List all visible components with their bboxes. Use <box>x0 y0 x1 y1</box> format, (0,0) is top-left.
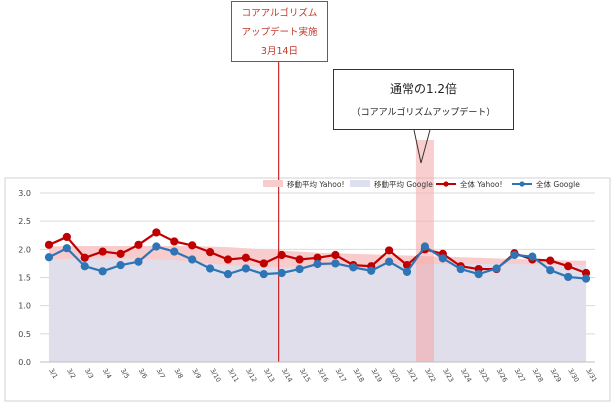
legend-marker <box>443 181 449 187</box>
point-google <box>313 259 322 269</box>
point-google <box>546 266 555 275</box>
point-yahoo <box>295 255 304 264</box>
y-tick-label: 0.0 <box>18 358 31 367</box>
point-google <box>116 261 125 270</box>
ratio-callout-pointer <box>413 129 422 164</box>
point-yahoo <box>116 249 125 258</box>
legend-label: 全体 Google <box>536 179 580 189</box>
point-yahoo <box>188 241 197 250</box>
point-yahoo <box>80 253 89 262</box>
line-series <box>44 228 591 283</box>
point-google <box>385 257 394 266</box>
point-google <box>277 268 286 278</box>
point-yahoo <box>44 240 54 249</box>
legend-label: 全体 Yahoo! <box>460 179 502 189</box>
ratio-callout-subtitle: （コアアルゴリズムアップデート） <box>351 108 496 118</box>
point-yahoo <box>152 228 161 237</box>
point-google <box>205 264 215 273</box>
point-google <box>98 267 107 276</box>
point-google <box>295 264 304 274</box>
point-yahoo <box>205 248 215 257</box>
point-google <box>402 267 412 276</box>
area-series <box>48 245 587 362</box>
legend-label: 移動平均 Yahoo! <box>287 179 344 189</box>
point-google <box>223 270 233 279</box>
point-yahoo <box>241 253 250 262</box>
point-yahoo <box>223 255 233 264</box>
point-yahoo <box>385 246 394 255</box>
point-google <box>134 257 143 266</box>
legend-swatch <box>263 180 283 187</box>
ratio-callout-title: 通常の1.2倍 <box>389 82 458 96</box>
legend-swatch <box>350 180 370 187</box>
point-yahoo <box>134 240 143 249</box>
point-google <box>44 253 54 262</box>
point-google <box>492 264 501 273</box>
update-callout: コアアルゴリズム アップデート実施 3月14日 <box>231 1 328 62</box>
point-google <box>474 270 483 279</box>
point-yahoo <box>98 247 107 256</box>
y-tick-label: 2.0 <box>18 245 31 254</box>
legend-marker <box>519 181 525 187</box>
point-yahoo <box>331 250 340 260</box>
legend: 移動平均 Yahoo! 移動平均 Google 全体 Yahoo! 全体 Google <box>263 179 580 189</box>
point-google <box>259 270 268 279</box>
point-yahoo <box>564 262 573 271</box>
point-google <box>510 250 519 260</box>
legend-label: 移動平均 Google <box>374 179 433 189</box>
ratio-callout: 通常の1.2倍 （コアアルゴリズムアップデート） <box>333 69 514 130</box>
update-callout-line1: コアアルゴリズム <box>241 8 318 19</box>
point-yahoo <box>546 256 555 265</box>
y-axis: 0.0 0.5 1.0 1.5 2.0 2.5 3.0 <box>18 189 31 367</box>
y-tick-label: 1.0 <box>18 302 31 311</box>
point-yahoo <box>277 250 286 260</box>
point-google <box>564 272 573 282</box>
point-google <box>581 274 591 283</box>
point-google <box>438 254 447 263</box>
point-google <box>170 247 179 256</box>
point-google <box>80 262 89 271</box>
y-tick-label: 2.5 <box>18 217 31 226</box>
y-tick-label: 0.5 <box>18 330 31 339</box>
ratio-callout-pointer <box>420 129 431 164</box>
point-google <box>62 244 71 253</box>
point-google <box>331 259 340 268</box>
point-yahoo <box>170 237 179 246</box>
point-yahoo <box>259 259 268 268</box>
point-google <box>241 264 250 273</box>
point-google <box>528 252 537 261</box>
point-google <box>367 266 376 275</box>
y-tick-label: 3.0 <box>18 189 31 198</box>
update-callout-line2: アップデート実施 <box>241 27 318 38</box>
point-google <box>152 242 161 251</box>
point-google <box>349 263 358 272</box>
update-callout-date: 3月14日 <box>260 46 299 57</box>
point-yahoo <box>62 232 71 242</box>
y-tick-label: 1.5 <box>18 274 31 283</box>
point-google <box>456 264 465 274</box>
point-google <box>188 255 197 264</box>
area-google-moving-average <box>48 258 587 362</box>
point-google <box>420 242 430 251</box>
